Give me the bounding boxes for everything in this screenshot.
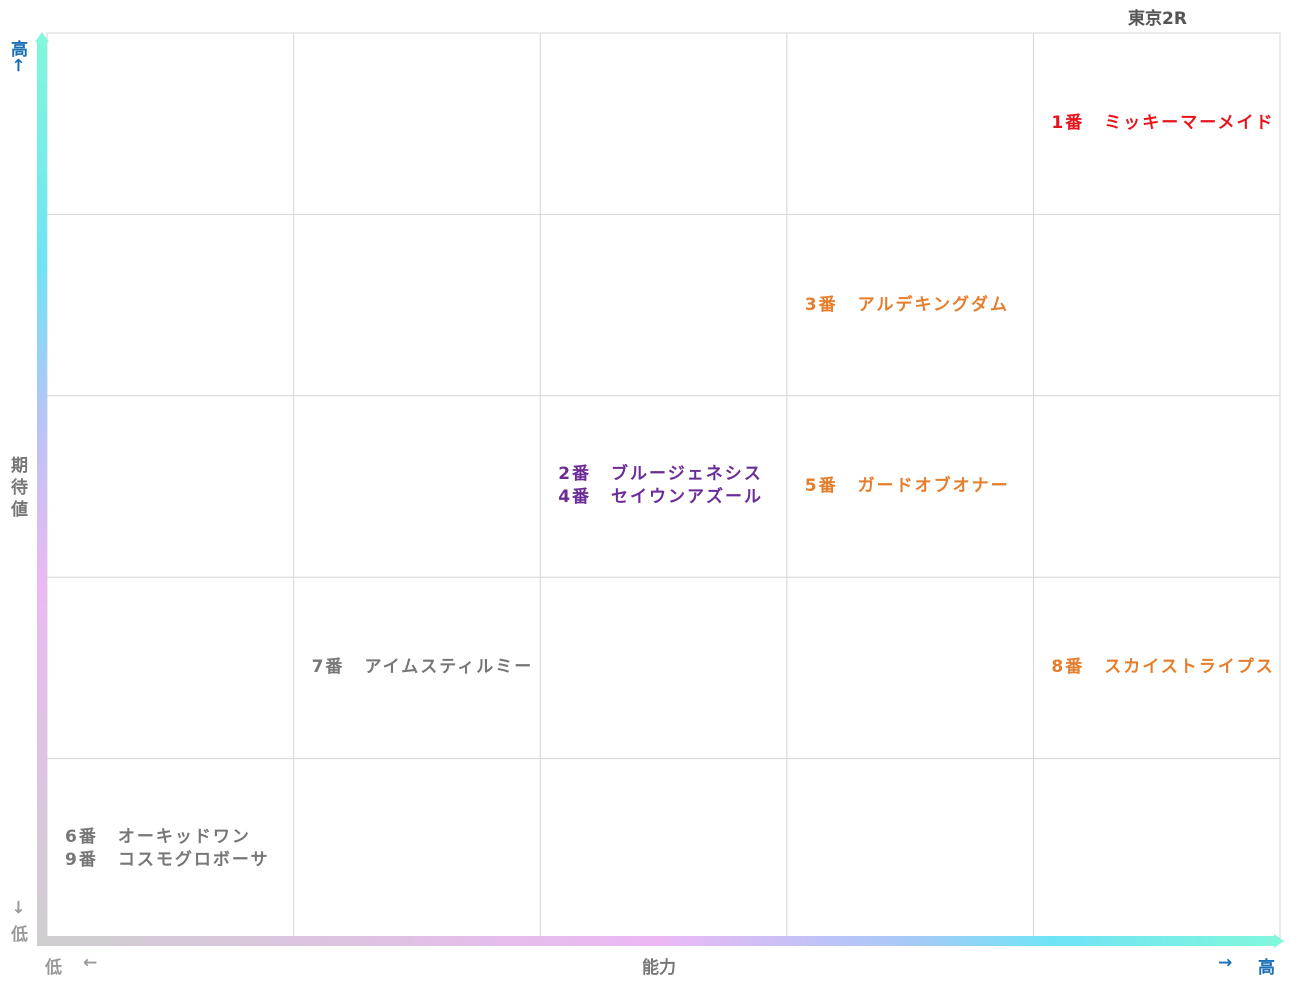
entry-number: 2番 [558,464,592,485]
y-axis-bar [37,40,47,945]
entry-number: 3番 [804,294,838,315]
entry: 1番 ミッキーマーメイド [1051,112,1280,135]
entry-number: 6番 [65,827,98,848]
entry-number: 1番 [1051,113,1085,134]
entry: 7番 アイムスティルミー [312,656,541,679]
entry-number: 9番 [65,850,98,871]
cell: 8番 スカイストライプス [1033,577,1280,758]
x-axis-arrowhead [1274,934,1284,948]
cell: 1番 ミッキーマーメイド [1033,33,1280,214]
cell: 2番 ブルージェネシス 4番 セイウンアズール [540,396,787,577]
cell: 7番 アイムスティルミー [294,577,541,758]
x-high: 高 [1258,958,1275,978]
entry: 5番 ガードオブオナー [805,475,1034,498]
cell: 6番 オーキッドワン 9番 コスモグロボーサ [47,759,294,940]
y-axis-arrowhead [35,32,49,42]
entry-name: オーキッドワン [117,827,251,848]
entry: 3番 アルデキングダム [805,294,1034,317]
y-low-arrow: → [8,899,29,915]
cell: 3番 アルデキングダム [787,214,1034,395]
x-high-arrow: → [1218,953,1233,973]
entry: 8番 スカイストライプス [1051,656,1280,679]
y-high-arrow: ← [8,57,29,73]
y-high: 高 [11,40,28,60]
entry-name: ミッキーマーメイド [1104,113,1275,134]
title: 東京2R [1128,9,1187,29]
entry-name: セイウンアズール [611,487,764,508]
x-low-arrow: ← [83,953,98,973]
entry-name: コスモグロボーサ [117,850,270,871]
entry-number: 8番 [1051,657,1085,678]
x-axis-bar [37,936,1275,946]
entry-name: スカイストライプス [1104,657,1275,678]
cell: 5番 ガードオブオナー [787,396,1034,577]
x-label: 能力 [642,958,676,978]
entry-name: ガードオブオナー [857,475,1010,496]
entry-name: アルデキングダム [857,294,1009,315]
y-label: 期待値 [11,456,28,520]
y-low: 低 [11,925,28,945]
entry-name: ブルージェネシス [611,464,763,485]
entry: 4番 セイウンアズール [558,486,787,509]
entry-number: 7番 [311,657,345,678]
entry-name: アイムスティルミー [364,657,534,678]
entry: 2番 ブルージェネシス [558,463,787,486]
entry-number: 4番 [558,487,592,508]
entry: 9番 コスモグロボーサ [65,849,294,872]
x-low: 低 [45,958,62,978]
entry-number: 5番 [804,475,838,496]
entry: 6番 オーキッドワン [65,826,294,849]
